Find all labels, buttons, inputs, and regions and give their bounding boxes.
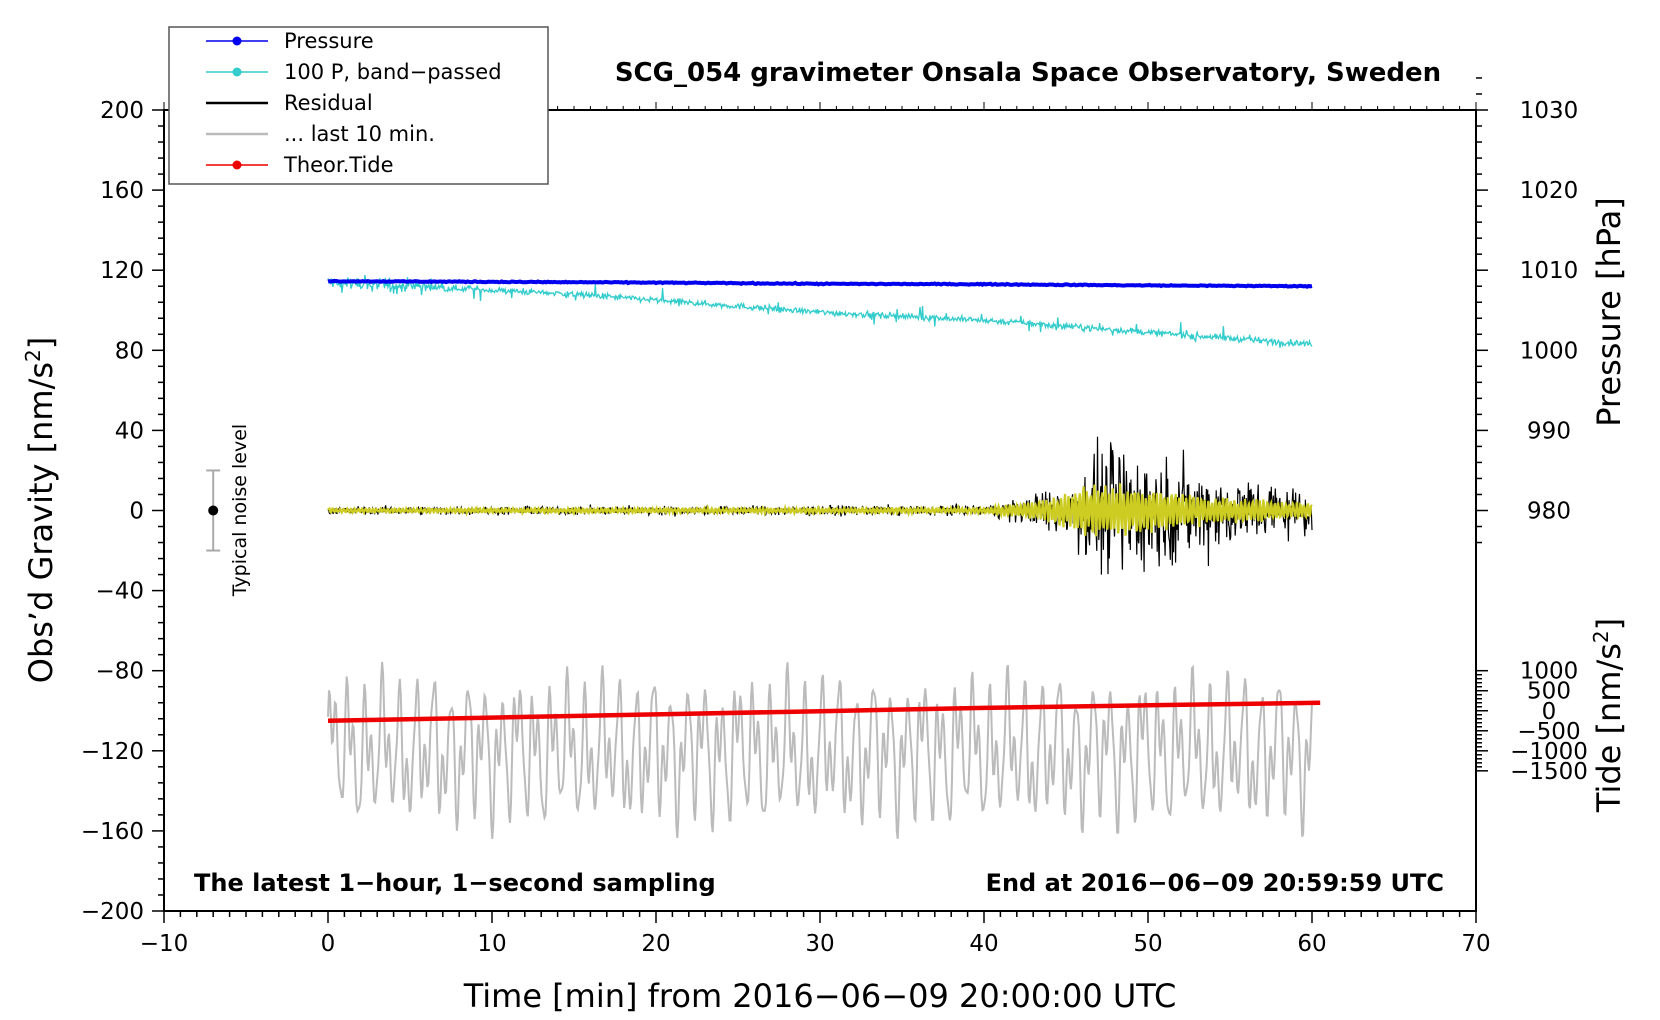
pressure-tick-label: 1030 <box>1520 98 1579 124</box>
x-tick-label: 30 <box>805 931 834 957</box>
legend-label: 100 P, band−passed <box>284 60 502 84</box>
pressure-tick-label: 990 <box>1527 418 1571 444</box>
legend-marker <box>232 160 242 170</box>
pressure-tick-label: 1010 <box>1520 258 1579 284</box>
y-tick-label: 0 <box>129 499 144 525</box>
legend: Pressure 100 P, band−passed Residual ... la… <box>168 26 549 185</box>
y-tick-label: 160 <box>100 178 144 204</box>
legend-label: Theor.Tide <box>283 153 394 177</box>
tide-axis-title: Tide [nm/s2] <box>1589 618 1628 813</box>
tide-tick-label: 1000 <box>1520 659 1579 685</box>
tide-tick-label: −500 <box>1517 719 1580 745</box>
legend-box <box>168 26 549 185</box>
tide-tick-label: −1500 <box>1510 759 1588 785</box>
legend-marker <box>232 36 242 46</box>
series-residual-smoothed <box>327 483 1313 537</box>
noise-dot <box>208 505 219 516</box>
tide-tick-label: 0 <box>1542 699 1557 725</box>
pressure-tick-label: 980 <box>1527 499 1571 525</box>
y-tick-label: −160 <box>81 819 144 845</box>
y-axis-title: Obs’d Gravity [nm/s2] <box>21 337 60 683</box>
y-tick-labels: −200 −160 −120 −80 −40 0 40 80 120 160 200 <box>81 98 144 925</box>
pressure-tick-label: 1000 <box>1520 338 1579 364</box>
y-tick-label: 80 <box>115 338 144 364</box>
tide-tick-label: 500 <box>1527 679 1571 705</box>
legend-label: ... last 10 min. <box>284 122 435 146</box>
series-pressure <box>327 278 1313 289</box>
x-tick-label: 40 <box>969 931 998 957</box>
y-tick-label: −120 <box>81 739 144 765</box>
pressure-axis-title: Pressure [hPa] <box>1590 197 1628 427</box>
y-tick-label: 40 <box>115 418 144 444</box>
x-tick-label: −10 <box>140 931 189 957</box>
x-tick-label: 70 <box>1461 931 1490 957</box>
y-tick-label: 120 <box>100 258 144 284</box>
series-band-passed-pressure <box>327 274 1313 348</box>
legend-label: Residual <box>284 91 373 115</box>
y-tick-label: 200 <box>100 98 144 124</box>
y-tick-label: −200 <box>81 899 144 925</box>
series-last-10-min <box>327 661 1313 839</box>
y-tick-label: −40 <box>95 579 144 605</box>
legend-items: Pressure 100 P, band−passed Residual ... la… <box>206 29 502 177</box>
chart-title: SCG_054 gravimeter Onsala Space Observat… <box>615 58 1441 88</box>
pressure-tick-label: 1020 <box>1520 178 1579 204</box>
x-tick-labels: −10 0 10 20 30 40 50 60 70 <box>140 931 1491 957</box>
x-axis-title: Time [min] from 2016−06−09 20:00:00 UTC <box>463 977 1177 1015</box>
end-time-note: End at 2016−06−09 20:59:59 UTC <box>986 869 1444 897</box>
y-tick-label: −80 <box>95 659 144 685</box>
x-tick-label: 0 <box>321 931 336 957</box>
x-tick-label: 50 <box>1133 931 1162 957</box>
legend-label: Pressure <box>284 29 374 53</box>
series-layer <box>327 274 1321 839</box>
tide-tick-label: −1000 <box>1510 739 1588 765</box>
x-tick-label: 10 <box>477 931 506 957</box>
sampling-note: The latest 1−hour, 1−second sampling <box>194 869 716 897</box>
x-tick-label: 20 <box>641 931 670 957</box>
pressure-tick-labels: 980 990 1000 1010 1020 1030 <box>1520 98 1579 525</box>
noise-label: Typical noise level <box>229 424 251 597</box>
legend-marker <box>232 67 242 77</box>
noise-level-indicator: Typical noise level <box>206 424 251 597</box>
x-tick-label: 60 <box>1297 931 1326 957</box>
series-theoretical-tide <box>327 700 1321 724</box>
